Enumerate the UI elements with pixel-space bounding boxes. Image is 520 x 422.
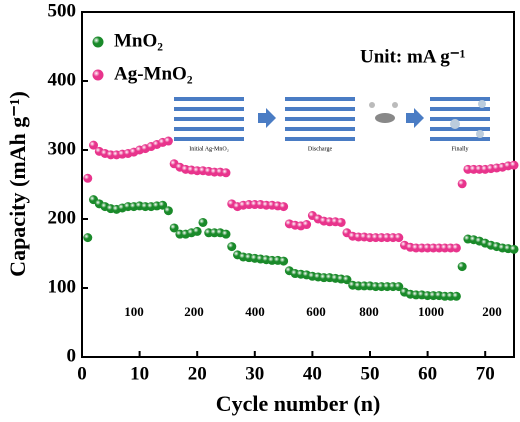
y-tick-label: 200	[48, 207, 77, 228]
inset-label: Finally	[451, 146, 468, 152]
rate-label: 1000	[418, 304, 444, 319]
data-point	[83, 233, 93, 243]
data-point	[163, 206, 173, 216]
inset-label: Initial Ag-MnO₂	[189, 146, 229, 152]
inset-schematic	[174, 97, 490, 141]
data-point	[227, 242, 237, 252]
data-point	[192, 226, 202, 236]
x-tick-label: 70	[476, 363, 495, 384]
data-point	[509, 160, 519, 170]
plot-frame	[81, 11, 515, 358]
x-tick-label: 0	[77, 363, 87, 384]
data-point	[302, 220, 312, 230]
rate-label: 200	[482, 304, 502, 319]
unit-note: Unit: mA g⁻¹	[360, 46, 465, 67]
rate-label: 200	[184, 304, 204, 319]
legend-label: MnO₂	[114, 30, 163, 51]
rate-label: 600	[306, 304, 326, 319]
data-point	[169, 223, 179, 233]
y-axis-title: Capacity (mAh g⁻¹)	[5, 91, 30, 277]
x-tick-label: 40	[303, 363, 322, 384]
data-point	[221, 229, 231, 239]
rate-label: 400	[245, 304, 265, 319]
data-point	[221, 168, 231, 178]
legend-label: Ag-MnO₂	[114, 63, 193, 84]
legend-marker	[92, 36, 104, 48]
data-point	[198, 217, 208, 227]
data-point	[342, 275, 352, 285]
data-point	[457, 179, 467, 189]
inset-label: Discharge	[308, 146, 333, 152]
x-tick-label: 60	[418, 363, 437, 384]
x-tick-label: 30	[245, 363, 264, 384]
y-tick-label: 400	[48, 69, 77, 90]
data-point	[336, 217, 346, 227]
data-point	[83, 173, 93, 183]
x-tick-label: 20	[188, 363, 207, 384]
y-tick-label: 0	[67, 345, 77, 366]
data-point	[394, 282, 404, 292]
x-axis-title: Cycle number (n)	[216, 391, 381, 416]
y-tick-label: 100	[48, 276, 77, 297]
data-point	[394, 233, 404, 243]
data-point	[89, 140, 99, 150]
data-point	[279, 202, 289, 212]
data-point	[158, 200, 168, 210]
data-point	[451, 291, 461, 301]
rate-label: 800	[359, 304, 379, 319]
data-point	[457, 262, 467, 272]
y-tick-label: 300	[48, 138, 77, 159]
x-tick-label: 10	[130, 363, 149, 384]
data-point	[279, 256, 289, 266]
data-point	[451, 243, 461, 253]
data-point	[509, 244, 519, 254]
rate-label: 100	[124, 304, 144, 319]
legend-marker	[92, 69, 104, 81]
data-point	[163, 136, 173, 146]
x-tick-label: 50	[361, 363, 380, 384]
y-tick-label: 500	[48, 0, 77, 21]
